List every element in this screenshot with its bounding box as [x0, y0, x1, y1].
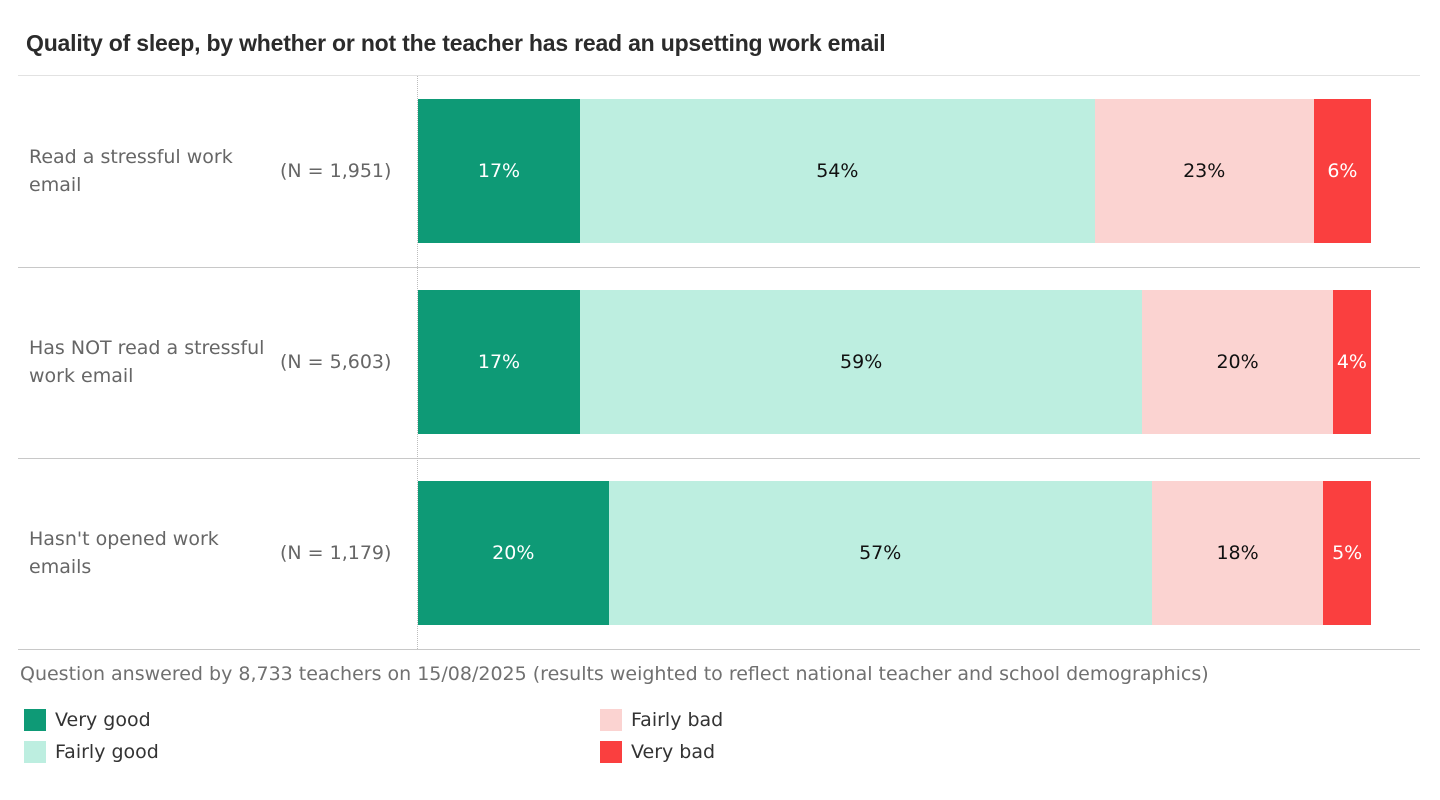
sample-size-label: (N = 1,179): [280, 542, 392, 564]
row-divider: [18, 267, 1420, 268]
row-divider: [18, 458, 1420, 459]
bar-segment: 54%: [580, 99, 1095, 243]
legend-item: Very bad: [600, 741, 715, 763]
bar-segment: 18%: [1151, 481, 1324, 625]
legend-label: Fairly good: [55, 741, 159, 763]
bar-segment: 23%: [1094, 99, 1314, 243]
category-label: Has NOT read a stressful work email: [29, 337, 265, 387]
chart-footnote: Question answered by 8,733 teachers on 1…: [20, 663, 1209, 685]
legend-swatch: [24, 741, 46, 763]
legend-item: Fairly bad: [600, 709, 723, 731]
data-label: 6%: [1327, 160, 1358, 182]
legend-swatch: [600, 709, 622, 731]
bar-segment: 20%: [1142, 290, 1333, 434]
baseline-axis: [417, 76, 418, 649]
data-label: 54%: [816, 160, 859, 182]
bar-segment: 17%: [418, 99, 580, 243]
data-label: 17%: [477, 351, 521, 373]
sample-size-label: (N = 5,603): [280, 351, 392, 373]
row-divider: [18, 649, 1420, 650]
data-label: 57%: [859, 542, 902, 564]
bar-segment: 20%: [418, 481, 609, 625]
row-divider: [18, 75, 1420, 76]
bar-segment: 4%: [1332, 290, 1371, 434]
data-label: 20%: [1216, 351, 1259, 373]
category-label: Read a stressful work email: [29, 146, 233, 196]
bar-segment: 5%: [1323, 481, 1371, 625]
bar-segment: 57%: [608, 481, 1152, 625]
data-label: 23%: [1183, 160, 1226, 182]
bar-segment: 6%: [1313, 99, 1371, 243]
legend-label: Fairly bad: [631, 709, 724, 731]
chart-title: Quality of sleep, by whether or not the …: [26, 30, 886, 56]
legend-item: Very good: [24, 709, 151, 731]
legend-item: Fairly good: [24, 741, 159, 763]
legend-swatch: [24, 709, 46, 731]
sample-size-label: (N = 1,951): [280, 160, 392, 182]
legend-label: Very good: [55, 709, 151, 731]
bar-segment: 17%: [418, 290, 580, 434]
data-label: 5%: [1332, 542, 1363, 564]
data-label: 59%: [840, 351, 883, 373]
category-label: Hasn't opened work emails: [29, 528, 219, 578]
bar-segment: 59%: [580, 290, 1143, 434]
legend-swatch: [600, 741, 622, 763]
data-label: 17%: [477, 160, 521, 182]
legend-label: Very bad: [631, 741, 716, 763]
data-label: 4%: [1336, 351, 1367, 373]
data-label: 18%: [1216, 542, 1259, 564]
data-label: 20%: [492, 542, 535, 564]
